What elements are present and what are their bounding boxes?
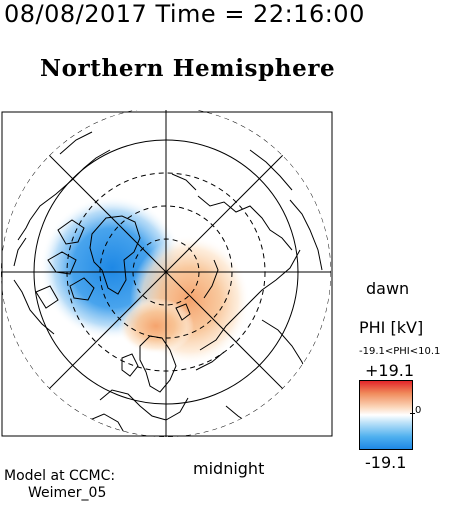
colorbar-max-label: +19.1 [365, 361, 415, 380]
positive-potential-lobe [118, 298, 194, 354]
midnight-label: midnight [193, 459, 265, 478]
colorbar [359, 380, 413, 450]
colorbar-zero-tick [410, 413, 415, 414]
dawn-label: dawn [366, 279, 410, 298]
timestamp: 08/08/2017 Time = 22:16:00 [4, 0, 365, 28]
colorbar-range-label: -19.1<PHI<10.1 [359, 346, 441, 357]
longitude-lines [1, 110, 331, 437]
colorbar-min-label: -19.1 [365, 453, 407, 472]
page-title: Northern Hemisphere [40, 55, 336, 82]
coastlines [13, 131, 323, 437]
colorbar-zero-label: 0 [415, 405, 422, 416]
colorbar-quantity-label: PHI [kV] [359, 318, 424, 337]
model-name: Weimer_05 [28, 485, 107, 501]
model-label: Model at CCMC: [4, 468, 116, 484]
polar-map [1, 110, 333, 437]
